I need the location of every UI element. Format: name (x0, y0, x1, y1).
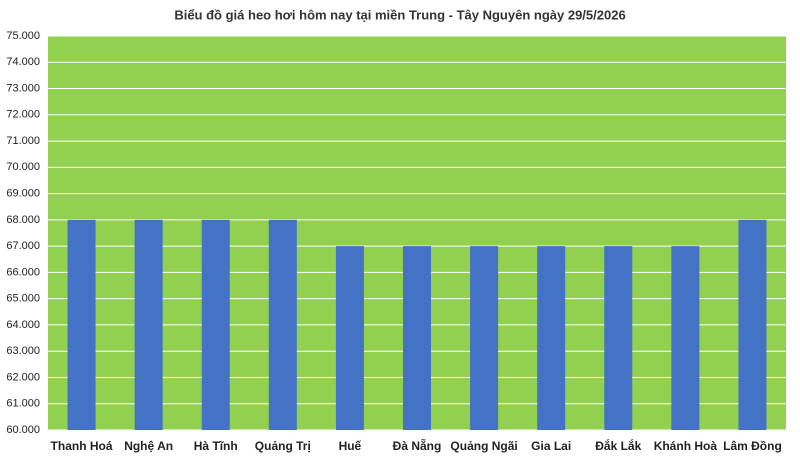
y-tick-label: 70.000 (6, 161, 40, 173)
y-tick-label: 73.000 (6, 82, 40, 94)
bar (201, 219, 230, 430)
y-tick-label: 75.000 (6, 30, 40, 42)
x-tick-label: Lâm Đồng (723, 439, 782, 453)
bar (335, 246, 364, 430)
x-tick-label: Đà Nẵng (393, 438, 442, 453)
chart-title: Biểu đồ giá heo hơi hôm nay tại miền Tru… (174, 7, 625, 22)
bar (403, 246, 431, 430)
y-tick-label: 63.000 (6, 345, 40, 357)
y-tick-label: 68.000 (6, 214, 40, 226)
x-tick-label: Nghệ An (124, 439, 173, 453)
bar (537, 246, 566, 430)
bar (134, 219, 163, 430)
x-tick-label: Đắk Lắk (595, 438, 641, 453)
y-tick-label: 72.000 (6, 109, 40, 121)
x-tick-label: Gia Lai (531, 439, 571, 453)
x-tick-label: Quảng Ngãi (450, 439, 517, 453)
x-tick-label: Huế (339, 439, 362, 453)
x-tick-label: Khánh Hoà (654, 439, 718, 453)
x-tick-label: Hà Tĩnh (194, 439, 238, 453)
bar (67, 219, 96, 430)
bar (268, 219, 297, 430)
x-tick-label: Thanh Hoá (51, 439, 113, 453)
y-tick-label: 65.000 (6, 293, 40, 305)
bar (604, 246, 633, 430)
bar (671, 246, 700, 430)
y-tick-label: 71.000 (6, 135, 40, 147)
y-tick-label: 69.000 (6, 188, 40, 200)
y-tick-label: 62.000 (6, 371, 40, 383)
bar (470, 246, 499, 430)
y-tick-label: 66.000 (6, 266, 40, 278)
bar (738, 219, 767, 430)
y-tick-label: 60.000 (6, 424, 40, 436)
y-tick-label: 67.000 (6, 240, 40, 252)
y-tick-label: 74.000 (6, 56, 40, 68)
y-tick-label: 61.000 (6, 398, 40, 410)
x-tick-label: Quảng Trị (255, 439, 311, 453)
y-tick-label: 64.000 (6, 319, 40, 331)
